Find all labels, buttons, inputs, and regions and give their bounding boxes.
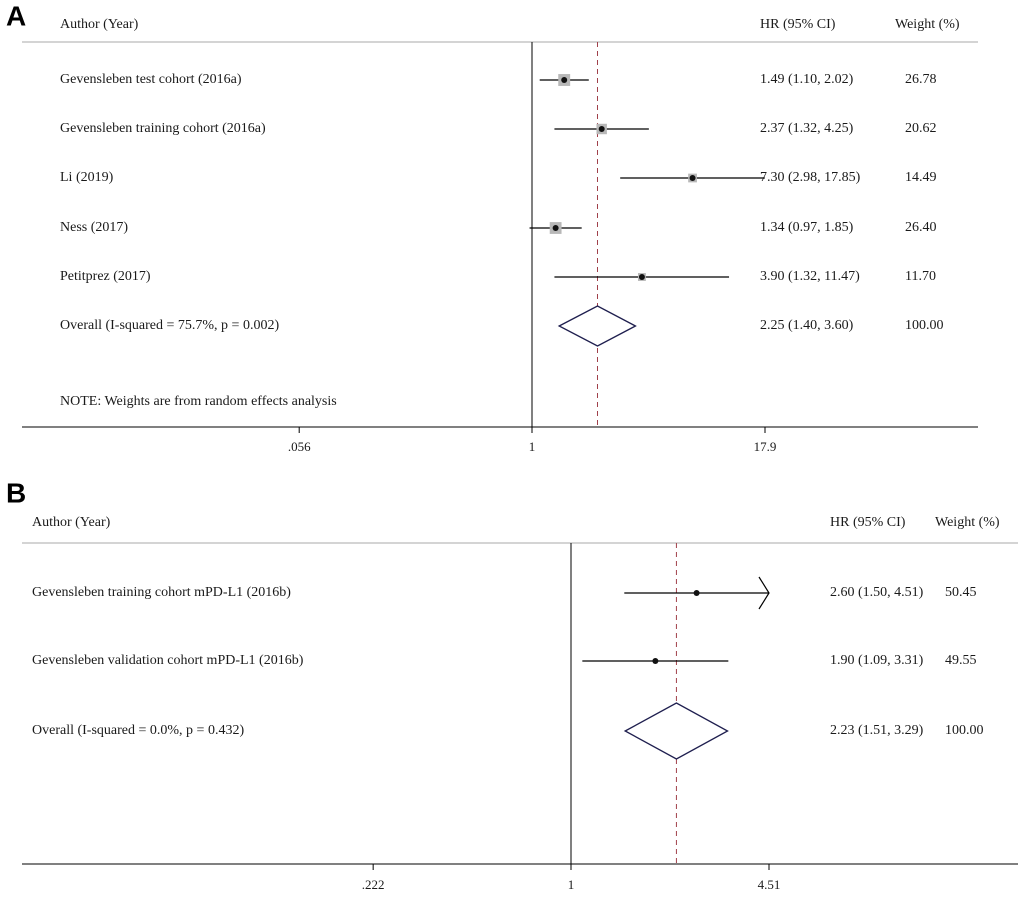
x-tick-label: 1: [529, 439, 536, 454]
study-hr-ci: 3.90 (1.32, 11.47): [760, 269, 860, 284]
study-weight: 20.62: [905, 121, 937, 136]
x-tick-label: .056: [288, 439, 311, 454]
panel-letter: B: [6, 477, 26, 508]
study-weight: 11.70: [905, 269, 936, 284]
x-tick-label: 4.51: [758, 877, 781, 892]
overall-hr-ci: 2.25 (1.40, 3.60): [760, 318, 854, 333]
x-tick-label: 1: [568, 877, 575, 892]
header-effect: HR (95% CI): [830, 515, 906, 530]
study-hr-ci: 1.49 (1.10, 2.02): [760, 72, 854, 87]
study-label: Petitprez (2017): [60, 269, 151, 284]
point-estimate: [598, 126, 605, 132]
header-effect: HR (95% CI): [760, 17, 836, 32]
forest-panel-b: B Author (Year) HR (95% CI) Weight (%) .222 1…: [6, 477, 1018, 892]
point-estimate: [689, 175, 696, 181]
overall-label: Overall (I-squared = 75.7%, p = 0.002): [60, 318, 279, 333]
overall-diamond: [557, 305, 637, 347]
study-hr-ci: 1.34 (0.97, 1.85): [760, 220, 854, 235]
study-label: Gevensleben training cohort mPD-L1 (2016…: [32, 585, 291, 600]
header-weight: Weight (%): [895, 17, 960, 32]
overall-diamond: [623, 702, 729, 760]
overall-weight: 100.00: [945, 723, 984, 738]
study-weight: 14.49: [905, 170, 937, 185]
point-estimate: [552, 225, 559, 231]
study-hr-ci: 2.37 (1.32, 4.25): [760, 121, 854, 136]
ci-arrow: [758, 576, 770, 610]
x-tick-label: .222: [362, 877, 385, 892]
study-label: Gevensleben test cohort (2016a): [60, 72, 242, 87]
panel-letter: A: [6, 0, 26, 31]
header-study: Author (Year): [60, 17, 139, 32]
study-weight: 50.45: [945, 585, 977, 600]
study-label: Gevensleben validation cohort mPD-L1 (20…: [32, 653, 304, 668]
overall-weight: 100.00: [905, 318, 944, 333]
study-hr-ci: 7.30 (2.98, 17.85): [760, 170, 861, 185]
weights-note: NOTE: Weights are from random effects an…: [60, 394, 337, 409]
point-estimate: [638, 274, 645, 280]
study-hr-ci: 2.60 (1.50, 4.51): [830, 585, 924, 600]
study-label: Gevensleben training cohort (2016a): [60, 121, 266, 136]
point-estimate: [693, 590, 700, 596]
overall-label: Overall (I-squared = 0.0%, p = 0.432): [32, 723, 244, 738]
study-weight: 26.40: [905, 220, 937, 235]
study-label: Ness (2017): [60, 220, 128, 235]
study-hr-ci: 1.90 (1.09, 3.31): [830, 653, 924, 668]
overall-hr-ci: 2.23 (1.51, 3.29): [830, 723, 924, 738]
header-weight: Weight (%): [935, 515, 1000, 530]
study-label: Li (2019): [60, 170, 114, 185]
study-weight: 49.55: [945, 653, 977, 668]
point-estimate: [652, 658, 659, 664]
point-estimate: [561, 77, 568, 83]
header-study: Author (Year): [32, 515, 111, 530]
x-tick-label: 17.9: [754, 439, 777, 454]
forest-panel-a: A Author (Year) HR (95% CI) Weight (%) .056 1…: [6, 0, 978, 454]
study-weight: 26.78: [905, 72, 937, 87]
